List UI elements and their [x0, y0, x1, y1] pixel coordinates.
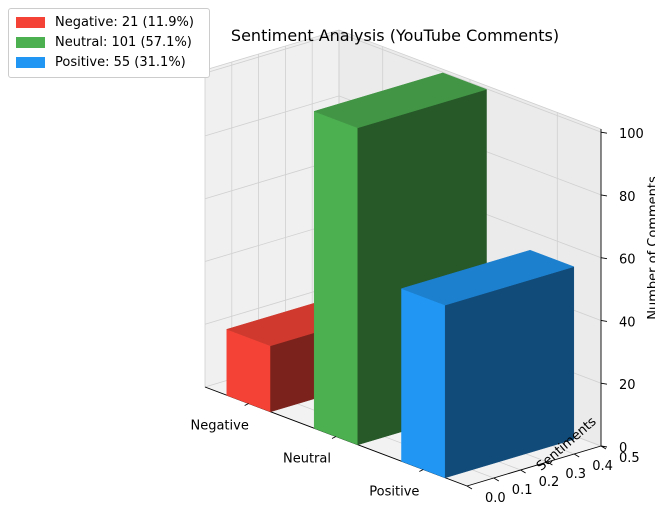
legend-label-negative: Negative: 21 (11.9%) — [55, 14, 194, 30]
z-tick-1 — [600, 382, 608, 385]
legend: Negative: 21 (11.9%) Neutral: 101 (57.1%… — [8, 8, 210, 78]
y-tick-0 — [466, 485, 473, 490]
y-tick-4 — [573, 453, 580, 458]
y-tick-3 — [547, 461, 553, 466]
z-tick-label-1: 20 — [619, 378, 636, 393]
x-tick-0 — [244, 403, 249, 406]
left-pane — [205, 30, 339, 387]
axis-labels: Negative Neutral Positive 0.0 0.1 0.2 0.3 0.4 0.… — [190, 127, 643, 506]
z-tick-4 — [600, 194, 608, 197]
x-tick-label-1: Neutral — [283, 452, 331, 467]
bar-positive-top — [400, 249, 575, 306]
z-tick-label-2: 40 — [619, 315, 636, 330]
legend-item-positive: Positive: 55 (31.1%) — [16, 52, 186, 72]
y-axis-line — [466, 445, 602, 487]
x-tick-2 — [419, 469, 424, 472]
y-tick-label-3: 0.3 — [565, 467, 586, 482]
x-tick-1 — [331, 436, 337, 439]
z-tick-label-0: 0 — [619, 441, 627, 456]
z-tick-2 — [600, 320, 608, 322]
legend-swatch-neutral — [16, 36, 45, 48]
bar-positive-front — [401, 288, 446, 479]
z-tick-3 — [600, 257, 608, 260]
y-tick-label-2: 0.2 — [539, 475, 560, 490]
y-tick-1 — [493, 477, 500, 482]
y-tick-label-1: 0.1 — [512, 483, 533, 498]
y-tick-2 — [520, 469, 526, 474]
legend-label-positive: Positive: 55 (31.1%) — [55, 54, 186, 70]
z-tick-label-5: 100 — [619, 127, 644, 142]
legend-swatch-positive — [16, 56, 45, 68]
bars-group — [226, 72, 575, 479]
z-tick-label-4: 80 — [619, 190, 636, 205]
z-axis-label: Number of Comments — [646, 176, 655, 320]
legend-item-negative: Negative: 21 (11.9%) — [16, 12, 194, 32]
y-tick-label-0: 0.0 — [485, 491, 506, 506]
z-tick-5 — [600, 131, 608, 134]
x-tick-label-0: Negative — [190, 419, 248, 434]
legend-swatch-negative — [16, 16, 45, 28]
legend-item-neutral: Neutral: 101 (57.1%) — [16, 32, 192, 52]
z-tick-0 — [600, 445, 608, 448]
bar-neutral-front — [313, 110, 359, 446]
y-tick-label-5: 0.5 — [619, 451, 640, 466]
x-tick-label-2: Positive — [369, 485, 419, 500]
bar-neutral-top — [313, 72, 488, 129]
legend-label-neutral: Neutral: 101 (57.1%) — [55, 34, 192, 50]
z-tick-label-3: 60 — [619, 253, 636, 268]
chart-title: Sentiment Analysis (YouTube Comments) — [231, 26, 559, 45]
y-tick-label-4: 0.4 — [592, 459, 613, 474]
